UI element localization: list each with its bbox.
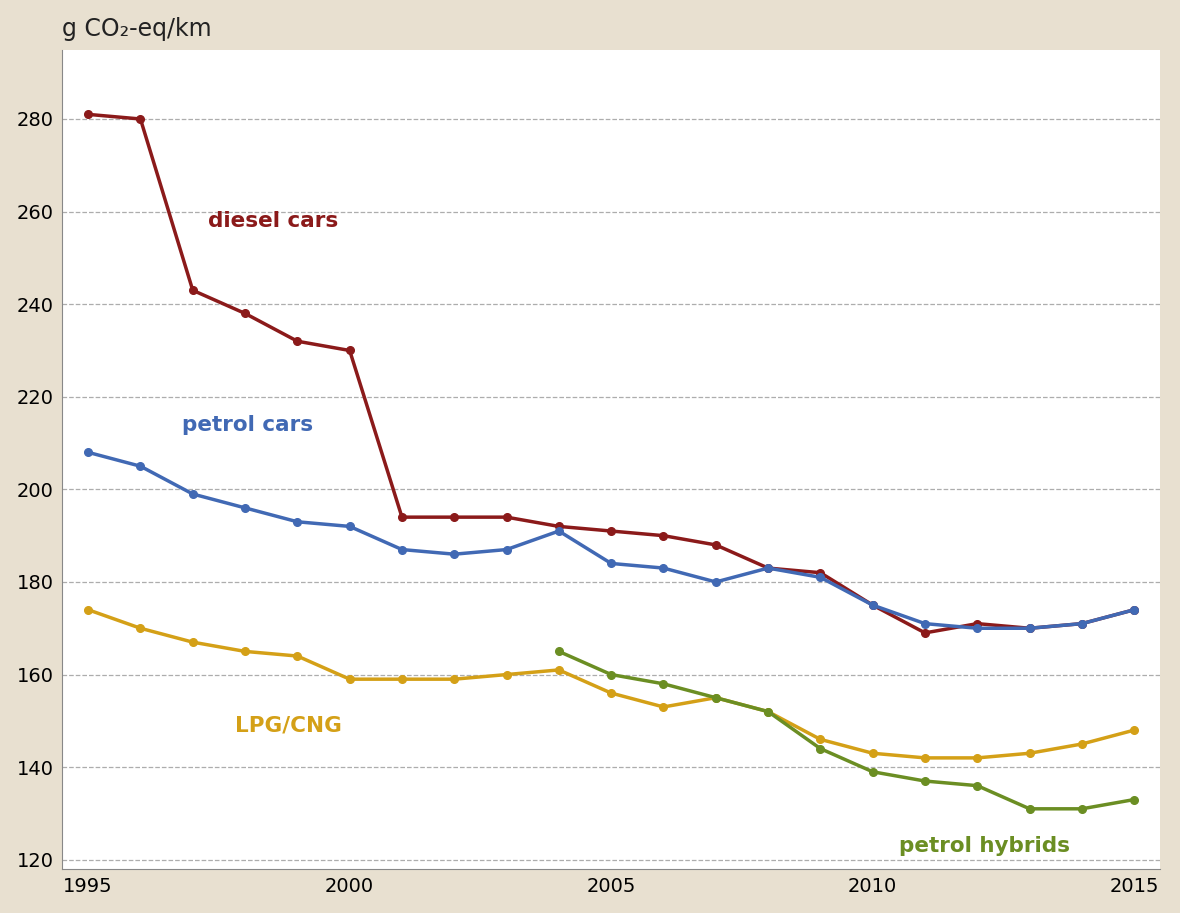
Text: petrol cars: petrol cars (182, 415, 314, 435)
Text: diesel cars: diesel cars (209, 211, 339, 231)
Text: LPG/CNG: LPG/CNG (235, 716, 341, 736)
Text: g CO₂-eq/km: g CO₂-eq/km (63, 16, 211, 41)
Text: petrol hybrids: petrol hybrids (899, 836, 1070, 855)
